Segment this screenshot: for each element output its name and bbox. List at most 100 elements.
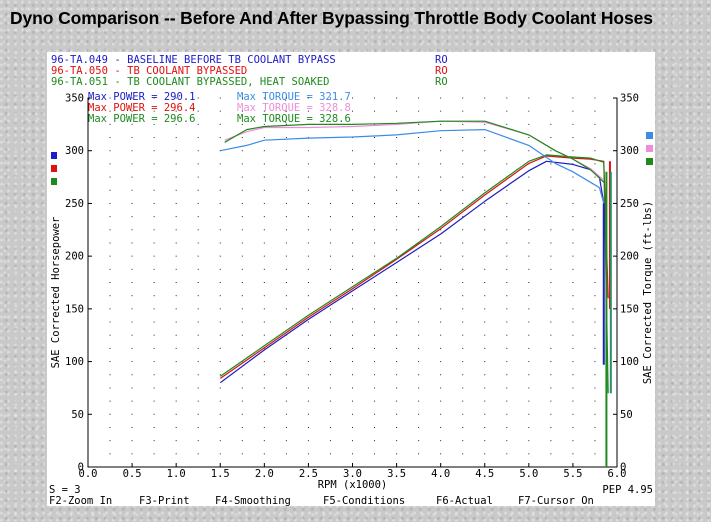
- grid-dot: [307, 347, 309, 349]
- grid-dot: [219, 216, 221, 218]
- grid-dot: [396, 242, 398, 244]
- grid-dot: [462, 229, 464, 231]
- grid-dot: [175, 413, 177, 415]
- grid-dot: [594, 374, 596, 376]
- grid-dot: [307, 282, 309, 283]
- grid-dot: [528, 123, 530, 125]
- grid-dot: [572, 216, 574, 218]
- grid-dot: [418, 176, 420, 178]
- grid-dot: [484, 374, 486, 376]
- function-key-2[interactable]: F4-Smoothing: [215, 495, 291, 506]
- run-flag-0: RO: [435, 54, 448, 66]
- grid-dot: [241, 189, 243, 191]
- grid-dot: [263, 413, 265, 415]
- grid-dot: [528, 334, 530, 336]
- grid-dot: [484, 426, 486, 428]
- grid-dot: [396, 163, 398, 165]
- function-key-4[interactable]: F6-Actual: [436, 495, 493, 506]
- grid-dot: [175, 137, 177, 139]
- grid-dot: [352, 426, 353, 428]
- grid-dot: [374, 308, 376, 310]
- grid-dot: [307, 216, 309, 218]
- grid-dot: [153, 295, 155, 297]
- function-key-3[interactable]: F5-Conditions: [323, 495, 405, 506]
- grid-dot: [440, 268, 442, 270]
- grid-dot: [374, 413, 376, 415]
- grid-dot: [572, 282, 574, 283]
- grid-dot: [572, 268, 574, 270]
- series-line-2: [219, 154, 609, 394]
- x-tick-label: 5.5: [563, 468, 582, 480]
- grid-dot: [396, 413, 398, 415]
- grid-dot: [263, 216, 265, 218]
- grid-dot: [484, 308, 486, 310]
- grid-dot: [484, 413, 486, 415]
- grid-dot: [241, 334, 243, 336]
- grid-dot: [241, 282, 243, 283]
- grid-dot: [462, 163, 464, 165]
- grid-dot: [109, 216, 111, 218]
- grid-dot: [396, 334, 398, 336]
- grid-dot: [175, 347, 177, 349]
- grid-dot: [153, 202, 155, 204]
- y2-tick-label: 200: [620, 251, 639, 263]
- grid-dot: [175, 189, 177, 191]
- grid-dot: [462, 268, 464, 270]
- grid-dot: [462, 334, 464, 336]
- grid-dot: [219, 295, 221, 297]
- grid-dot: [285, 176, 287, 178]
- x-tick-label: 1.0: [167, 468, 186, 480]
- grid-dot: [329, 321, 331, 323]
- x-tick-label: 5.0: [519, 468, 538, 480]
- grid-dot: [352, 413, 353, 415]
- y2-tick-label: 100: [620, 356, 639, 368]
- grid-dot: [352, 163, 353, 165]
- grid-dot: [352, 400, 353, 402]
- grid-dot: [329, 268, 331, 270]
- grid-dot: [175, 97, 177, 99]
- grid-dot: [396, 268, 398, 270]
- grid-dot: [197, 426, 199, 428]
- x-tick-label: 0.5: [123, 468, 142, 480]
- grid-dot: [418, 347, 420, 349]
- grid-dot: [374, 453, 376, 455]
- grid-dot: [241, 202, 243, 204]
- grid-dot: [241, 440, 243, 442]
- grid-dot: [594, 163, 596, 165]
- grid-dot: [307, 387, 309, 389]
- grid-dot: [329, 440, 331, 442]
- grid-dot: [153, 97, 155, 99]
- grid-dot: [131, 400, 133, 402]
- grid-dot: [572, 334, 574, 336]
- function-key-0[interactable]: F2-Zoom In: [49, 495, 112, 506]
- function-key-5[interactable]: F7-Cursor On: [518, 495, 594, 506]
- grid-dot: [263, 202, 265, 204]
- grid-dot: [440, 229, 442, 231]
- grid-dot: [462, 97, 464, 99]
- grid-dot: [462, 453, 464, 455]
- grid-dot: [374, 426, 376, 428]
- grid-dot: [352, 440, 353, 442]
- grid-dot: [396, 387, 398, 389]
- grid-dot: [396, 202, 398, 204]
- grid-dot: [462, 387, 464, 389]
- grid-dot: [263, 387, 265, 389]
- grid-dot: [131, 123, 133, 125]
- grid-dot: [418, 110, 420, 112]
- grid-dot: [219, 163, 221, 165]
- grid-dot: [109, 282, 111, 283]
- grid-dot: [594, 242, 596, 244]
- grid-dot: [418, 216, 420, 218]
- grid-dot: [307, 229, 309, 231]
- grid-dot: [352, 150, 353, 152]
- grid-dot: [197, 123, 199, 125]
- grid-dot: [219, 123, 221, 125]
- grid-dot: [594, 387, 596, 389]
- grid-dot: [131, 453, 133, 455]
- grid-dot: [307, 150, 309, 152]
- grid-dot: [374, 163, 376, 165]
- function-key-1[interactable]: F3-Print: [139, 495, 190, 506]
- grid-dot: [440, 321, 442, 323]
- grid-dot: [131, 387, 133, 389]
- grid-dot: [285, 150, 287, 152]
